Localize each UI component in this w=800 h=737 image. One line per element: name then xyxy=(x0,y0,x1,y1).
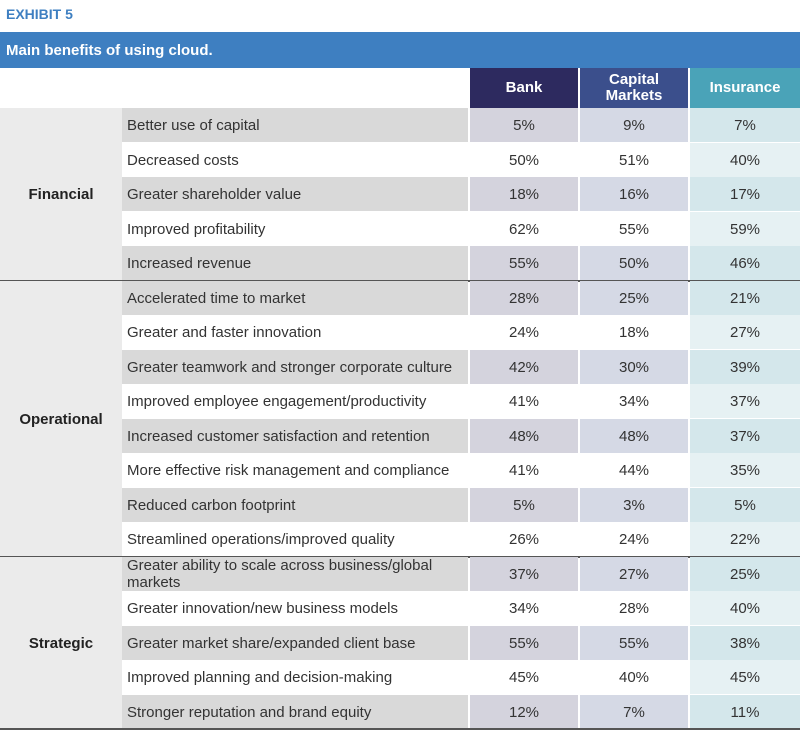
value-insurance: 45% xyxy=(690,660,800,694)
value-insurance: 40% xyxy=(690,591,800,625)
row-label: Greater teamwork and stronger corporate … xyxy=(122,350,468,384)
table-row: Greater and faster innovation 24% 18% 27% xyxy=(122,315,800,349)
value-capital-markets: 51% xyxy=(618,151,650,169)
table-row: Stronger reputation and brand equity 12% 7… xyxy=(122,695,800,729)
table-row: Better use of capital 5% 9% 7% xyxy=(122,108,800,142)
value-insurance: 59% xyxy=(690,212,800,246)
row-label: Accelerated time to market xyxy=(122,281,468,315)
group-label: Strategic xyxy=(0,557,122,730)
column-header-insurance: Insurance xyxy=(690,68,800,108)
exhibit-label: EXHIBIT 5 xyxy=(6,6,73,22)
row-label: Greater ability to scale across business… xyxy=(122,557,468,591)
value-capital-markets: 3% xyxy=(580,488,688,522)
value-capital-markets: 24% xyxy=(618,530,650,548)
row-label: More effective risk management and compl… xyxy=(127,461,450,479)
row-label: Greater and faster innovation xyxy=(127,323,322,341)
value-insurance: 5% xyxy=(690,488,800,522)
table-row: Accelerated time to market 28% 25% 21% xyxy=(122,281,800,315)
value-insurance: 27% xyxy=(690,315,800,349)
value-bank: 28% xyxy=(470,281,578,315)
value-capital-markets: 55% xyxy=(618,220,650,238)
table-row: Greater teamwork and stronger corporate … xyxy=(122,350,800,384)
row-label: Improved planning and decision-making xyxy=(127,668,393,686)
column-header-capital-markets: Capital Markets xyxy=(580,68,688,108)
value-bank: 62% xyxy=(508,220,540,238)
value-bank: 18% xyxy=(470,177,578,211)
table-row: Improved employee engagement/productivit… xyxy=(122,384,800,418)
value-bank: 55% xyxy=(470,246,578,280)
row-label: Improved profitability xyxy=(127,220,266,238)
table-subtitle: Main benefits of using cloud. xyxy=(0,32,800,68)
value-capital-markets: 55% xyxy=(580,626,688,660)
value-capital-markets: 48% xyxy=(580,419,688,453)
table-row: Greater market share/expanded client bas… xyxy=(122,626,800,660)
row-label: Decreased costs xyxy=(127,151,239,169)
value-insurance: 7% xyxy=(690,108,800,142)
group-label: Financial xyxy=(0,108,122,281)
value-capital-markets: 34% xyxy=(618,392,650,410)
row-label: Greater innovation/new business models xyxy=(127,599,398,617)
table-row: Improved planning and decision-making 45%… xyxy=(122,660,800,694)
value-bank: 34% xyxy=(508,599,540,617)
value-capital-markets: 18% xyxy=(618,323,650,341)
value-bank: 50% xyxy=(508,151,540,169)
table-row: Streamlined operations/improved quality 2… xyxy=(122,522,800,556)
value-capital-markets: 40% xyxy=(618,668,650,686)
value-bank: 42% xyxy=(470,350,578,384)
value-capital-markets: 9% xyxy=(580,108,688,142)
value-insurance: 37% xyxy=(690,419,800,453)
group-label: Operational xyxy=(0,281,122,557)
table-row: Decreased costs 50% 51% 40% xyxy=(122,143,800,177)
row-label: Better use of capital xyxy=(122,108,468,142)
value-bank: 41% xyxy=(508,392,540,410)
value-insurance: 37% xyxy=(690,384,800,418)
table-row: Reduced carbon footprint 5% 3% 5% xyxy=(122,488,800,522)
value-capital-markets: 44% xyxy=(618,461,650,479)
table-row: Greater innovation/new business models 34… xyxy=(122,591,800,625)
value-insurance: 21% xyxy=(690,281,800,315)
value-insurance: 35% xyxy=(690,453,800,487)
group-divider xyxy=(0,728,800,730)
column-header-bank: Bank xyxy=(470,68,578,108)
value-capital-markets: 50% xyxy=(580,246,688,280)
value-insurance: 25% xyxy=(690,557,800,591)
table-row: Improved profitability 62% 55% 59% xyxy=(122,212,800,246)
value-bank: 55% xyxy=(470,626,578,660)
value-capital-markets: 25% xyxy=(580,281,688,315)
table-row: Increased revenue 55% 50% 46% xyxy=(122,246,800,280)
value-insurance: 46% xyxy=(690,246,800,280)
value-capital-markets: 7% xyxy=(580,695,688,729)
value-insurance: 39% xyxy=(690,350,800,384)
value-capital-markets: 27% xyxy=(580,557,688,591)
value-capital-markets: 30% xyxy=(580,350,688,384)
row-label: Stronger reputation and brand equity xyxy=(122,695,468,729)
table-row: Greater ability to scale across business… xyxy=(122,557,800,591)
row-label: Greater shareholder value xyxy=(122,177,468,211)
value-insurance: 38% xyxy=(690,626,800,660)
value-bank: 24% xyxy=(508,323,540,341)
value-insurance: 11% xyxy=(690,695,800,729)
table-row: More effective risk management and compl… xyxy=(122,453,800,487)
value-bank: 26% xyxy=(508,530,540,548)
value-bank: 5% xyxy=(470,108,578,142)
value-bank: 5% xyxy=(470,488,578,522)
row-label: Increased revenue xyxy=(122,246,468,280)
row-label: Streamlined operations/improved quality xyxy=(127,530,395,548)
value-insurance: 22% xyxy=(690,522,800,556)
row-label: Improved employee engagement/productivit… xyxy=(127,392,427,410)
value-bank: 37% xyxy=(470,557,578,591)
value-bank: 41% xyxy=(508,461,540,479)
value-bank: 48% xyxy=(470,419,578,453)
value-bank: 12% xyxy=(470,695,578,729)
table-row: Increased customer satisfaction and rete… xyxy=(122,419,800,453)
value-capital-markets: 28% xyxy=(618,599,650,617)
table-row: Greater shareholder value 18% 16% 17% xyxy=(122,177,800,211)
value-bank: 45% xyxy=(508,668,540,686)
value-insurance: 17% xyxy=(690,177,800,211)
value-insurance: 40% xyxy=(690,143,800,177)
row-label: Reduced carbon footprint xyxy=(122,488,468,522)
row-label: Increased customer satisfaction and rete… xyxy=(122,419,468,453)
value-capital-markets: 16% xyxy=(580,177,688,211)
row-label: Greater market share/expanded client bas… xyxy=(122,626,468,660)
